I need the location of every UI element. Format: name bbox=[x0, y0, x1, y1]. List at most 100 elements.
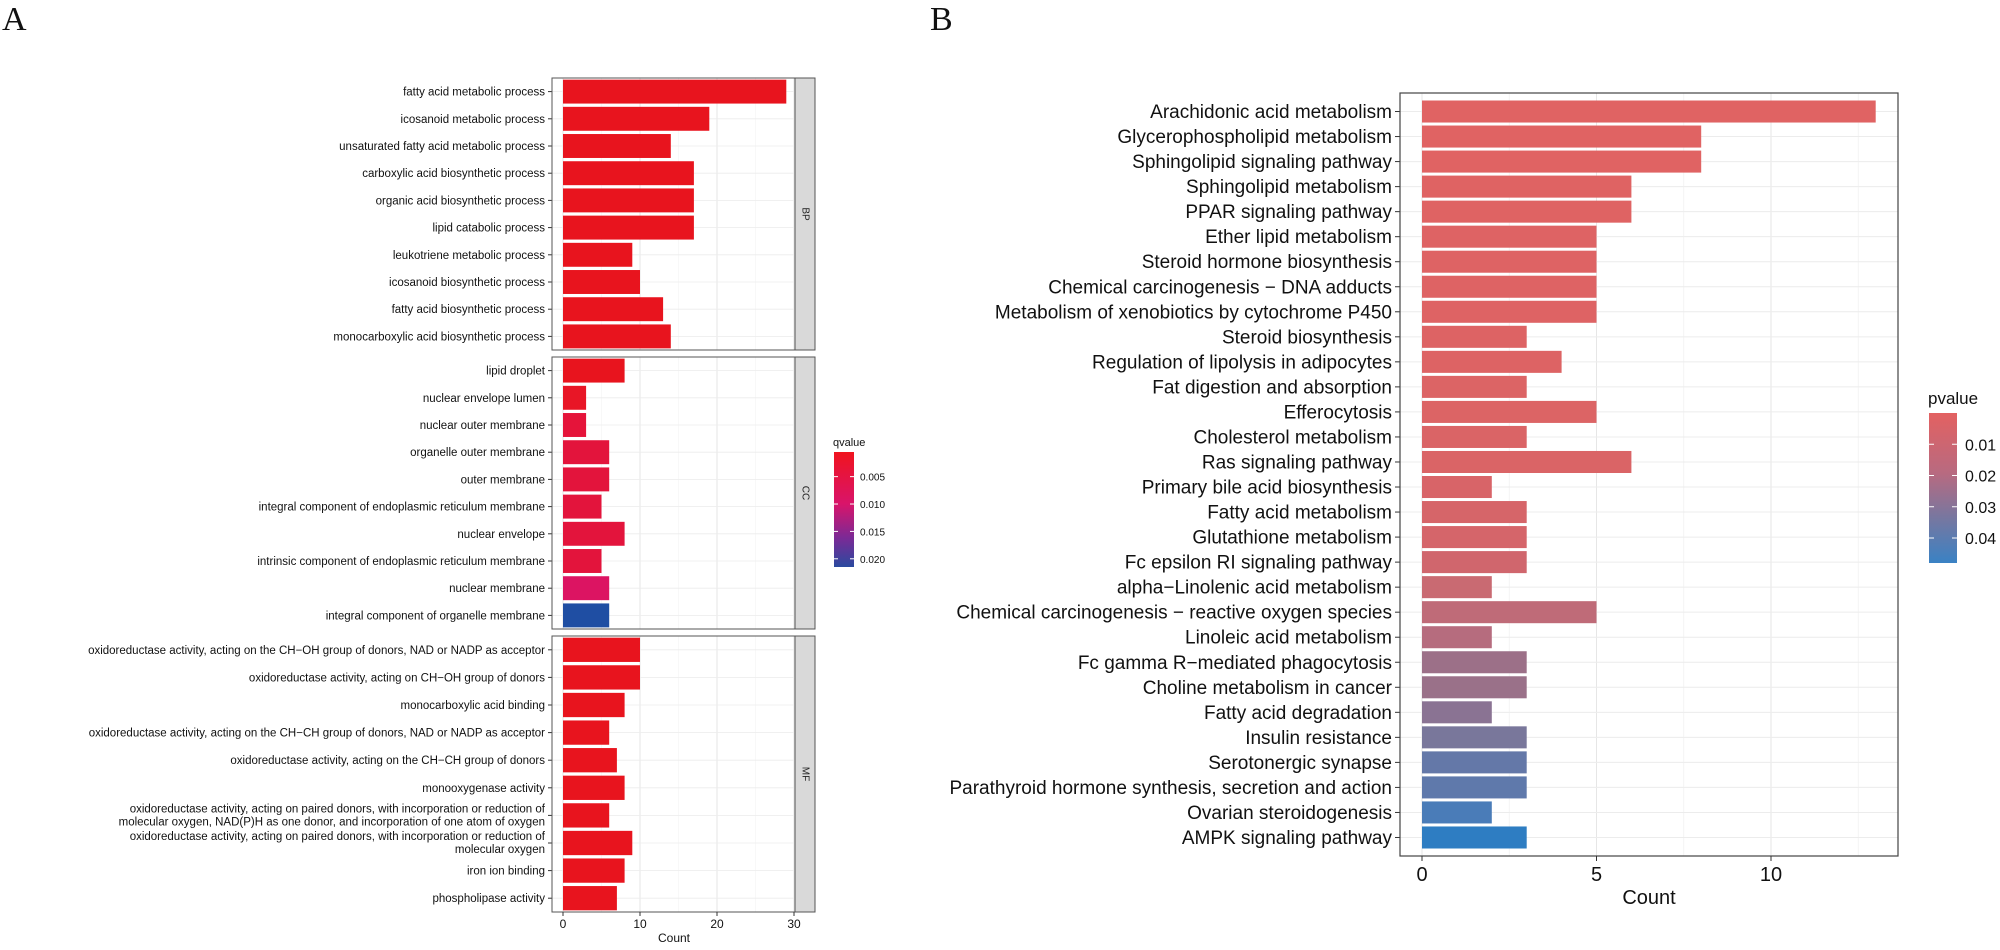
panel-b-category-label: Linoleic acid metabolism bbox=[1185, 628, 1392, 649]
panel-b-bar bbox=[1422, 501, 1527, 524]
panel-b-category-label: Metabolism of xenobiotics by cytochrome … bbox=[995, 302, 1392, 323]
panel-a-bar bbox=[563, 830, 633, 856]
panel-label-b: B bbox=[930, 1, 953, 38]
panel-a-legend-tick-label: 0.020 bbox=[860, 555, 885, 566]
panel-a-facet-strip bbox=[794, 635, 816, 913]
panel-a-bar bbox=[563, 324, 671, 349]
panel-a-x-tick-label: 0 bbox=[560, 917, 567, 931]
panel-b-bar bbox=[1422, 751, 1527, 774]
panel-a-facet-strip bbox=[794, 356, 816, 630]
panel-a-bar bbox=[563, 803, 610, 828]
panel-a-bar bbox=[563, 358, 625, 383]
panel-b-category-label: Fatty acid degradation bbox=[1204, 703, 1392, 724]
panel-b-plot-border bbox=[1399, 92, 1899, 857]
panel-a-category-label: carboxylic acid biosynthetic process bbox=[362, 168, 545, 180]
panel-b-bar bbox=[1422, 250, 1597, 273]
panel-a-category-label: molecular oxygen, NAD(P)H as one donor, … bbox=[119, 816, 545, 828]
panel-a-legend-tick-label: 0.010 bbox=[860, 500, 885, 511]
panel-b-bar bbox=[1422, 526, 1527, 549]
panel-b-bar bbox=[1422, 801, 1492, 824]
panel-b-x-tick-label: 5 bbox=[1591, 864, 1602, 886]
panel-a-bar bbox=[563, 242, 633, 267]
panel-b-legend-tick-label: 0.01 bbox=[1965, 437, 1996, 454]
panel-b-bar bbox=[1422, 400, 1597, 423]
panel-a-bar bbox=[563, 215, 694, 240]
panel-a-bar bbox=[563, 106, 710, 131]
panel-a-x-axis-title: Count bbox=[658, 931, 691, 945]
panel-b-category-label: Regulation of lipolysis in adipocytes bbox=[1092, 352, 1392, 373]
panel-b-bar bbox=[1422, 325, 1527, 348]
panel-a-legend-colorbar bbox=[834, 452, 854, 567]
panel-a-category-label: phospholipase activity bbox=[432, 893, 545, 905]
panel-a-bar bbox=[563, 467, 610, 492]
panel-a-facet-strip-label: BP bbox=[799, 207, 810, 221]
panel-b-kegg-enrichment-chart: Arachidonic acid metabolism Glycerophosph… bbox=[949, 92, 1996, 886]
panel-a-bar bbox=[563, 494, 602, 519]
panel-a-bar bbox=[563, 720, 610, 745]
panel-a-category-label: oxidoreductase activity, acting on paire… bbox=[130, 803, 546, 815]
panel-a-category-label: organelle outer membrane bbox=[410, 447, 545, 459]
panel-b-legend-tick-label: 0.03 bbox=[1965, 500, 1996, 517]
panel-a-category-label: lipid catabolic process bbox=[432, 223, 545, 235]
panel-b-bar bbox=[1422, 200, 1632, 223]
panel-b-category-label: Ovarian steroidogenesis bbox=[1187, 803, 1392, 824]
panel-a-bar bbox=[563, 775, 625, 800]
panel-a-legend-tick-label: 0.005 bbox=[860, 473, 885, 484]
panel-b-bar bbox=[1422, 826, 1527, 849]
panel-b-bar bbox=[1422, 776, 1527, 799]
panel-a-bar bbox=[563, 413, 587, 437]
panel-b-bar bbox=[1422, 275, 1597, 298]
panel-a-category-label: fatty acid metabolic process bbox=[403, 87, 545, 99]
panel-a-bar bbox=[563, 297, 664, 322]
panel-a-category-label: outer membrane bbox=[461, 474, 545, 486]
panel-b-category-label: Sphingolipid metabolism bbox=[1186, 177, 1392, 198]
panel-a-category-label: lipid droplet bbox=[486, 366, 546, 378]
panel-a-legend-title: qvalue bbox=[833, 437, 865, 449]
panel-a-bar bbox=[563, 748, 617, 773]
panel-b-category-label: Fatty acid metabolism bbox=[1207, 503, 1392, 524]
panel-b-category-label: Choline metabolism in cancer bbox=[1143, 678, 1393, 699]
panel-a-category-label: iron ion binding bbox=[467, 866, 545, 878]
panel-a-bar bbox=[563, 549, 602, 573]
panel-b-bar bbox=[1422, 676, 1527, 699]
panel-a-category-label: nuclear membrane bbox=[449, 583, 545, 595]
panel-b-category-label: Fc epsilon RI signaling pathway bbox=[1125, 553, 1393, 574]
panel-b-category-label: Chemical carcinogenesis − DNA adducts bbox=[1048, 277, 1392, 298]
panel-b-bar bbox=[1422, 576, 1492, 599]
panel-a-bar bbox=[563, 134, 671, 158]
panel-b-category-label: Steroid biosynthesis bbox=[1222, 327, 1392, 348]
panel-a-category-label: organic acid biosynthetic process bbox=[376, 195, 546, 207]
panel-b-bar bbox=[1422, 100, 1876, 123]
panel-a-legend-tick-label: 0.015 bbox=[860, 527, 885, 538]
panel-a-category-label: oxidoreductase activity, acting on the C… bbox=[89, 728, 545, 740]
panel-a-category-label: fatty acid biosynthetic process bbox=[392, 304, 546, 316]
panel-a-bar bbox=[563, 385, 587, 410]
panel-a-category-label: unsaturated fatty acid metabolic process bbox=[339, 141, 545, 153]
panel-label-a: A bbox=[2, 1, 27, 38]
panel-b-category-label: PPAR signaling pathway bbox=[1185, 202, 1392, 223]
panel-a-category-label: molecular oxygen bbox=[455, 844, 545, 856]
panel-b-category-label: AMPK signaling pathway bbox=[1182, 828, 1393, 849]
panel-b-category-label: alpha−Linolenic acid metabolism bbox=[1117, 578, 1392, 599]
panel-b-category-label: Efferocytosis bbox=[1284, 402, 1392, 423]
panel-a-category-label: oxidoreductase activity, acting on CH−OH… bbox=[249, 672, 545, 684]
panel-a-x-tick-label: 20 bbox=[710, 917, 724, 931]
panel-b-category-label: Glutathione metabolism bbox=[1192, 528, 1392, 549]
panel-a-category-label: oxidoreductase activity, acting on the C… bbox=[88, 645, 545, 657]
panel-b-legend-tick-label: 0.02 bbox=[1965, 469, 1996, 486]
panel-a-bar bbox=[563, 270, 640, 294]
panel-a-bar bbox=[563, 440, 610, 465]
panel-a-facet-strip bbox=[794, 77, 816, 351]
panel-b-bar bbox=[1422, 300, 1597, 323]
panel-a-category-label: nuclear outer membrane bbox=[420, 420, 545, 432]
panel-a-bar bbox=[563, 665, 640, 690]
panel-b-x-tick-label: 10 bbox=[1760, 864, 1782, 886]
panel-a-bar bbox=[563, 692, 625, 718]
panel-b-bar bbox=[1422, 150, 1702, 173]
panel-a-bar bbox=[563, 886, 617, 911]
panel-a-category-label: integral component of organelle membrane bbox=[326, 610, 545, 622]
panel-b-x-tick-label: 0 bbox=[1416, 864, 1427, 886]
panel-a-bar bbox=[563, 576, 610, 601]
panel-b-bar bbox=[1422, 626, 1492, 649]
panel-b-category-label: Steroid hormone biosynthesis bbox=[1142, 252, 1392, 273]
